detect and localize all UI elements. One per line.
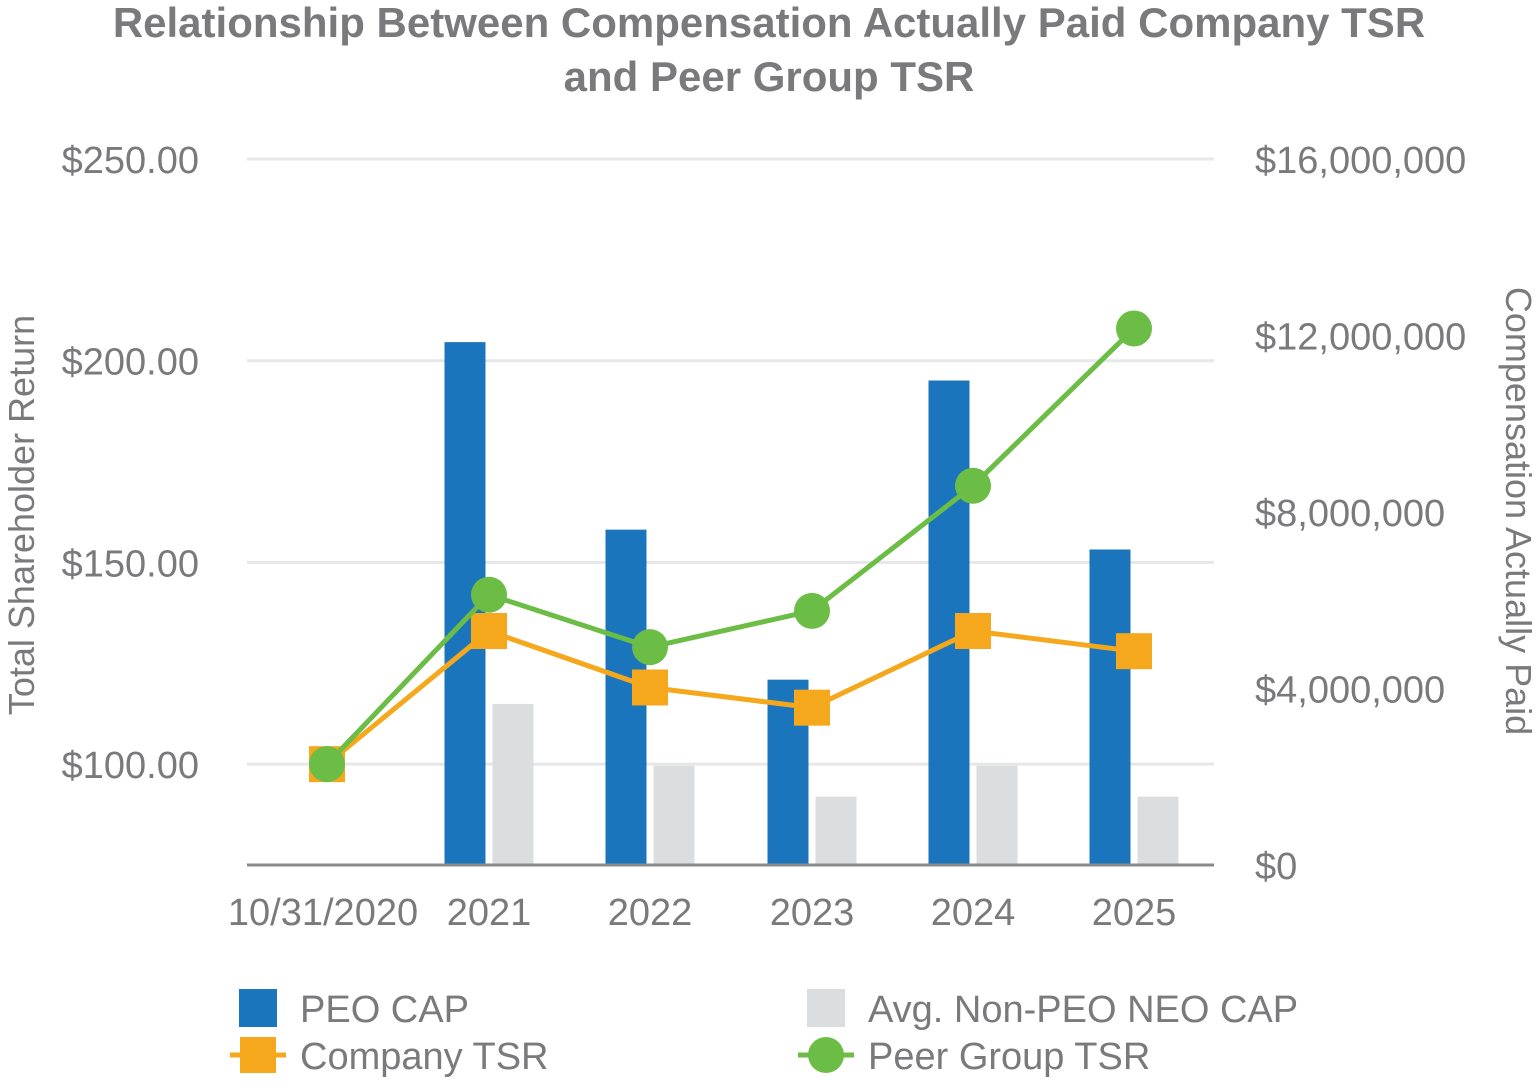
point-peer-group-tsr-10-31-2020 — [309, 746, 345, 783]
right-tick-label: $0 — [1255, 846, 1297, 888]
x-axis: 10/31/2020 2021 2022 2023 2024 2025 — [228, 892, 1176, 934]
series-lines — [309, 310, 1152, 783]
left-axis-label: Total Shareholder Return — [1, 315, 42, 715]
right-tick-label: $16,000,000 — [1255, 140, 1466, 182]
bar-avg-non-peo-neo-cap-2025 — [1137, 796, 1179, 865]
right-tick-label: $12,000,000 — [1255, 317, 1466, 359]
point-peer-group-tsr-2021 — [471, 576, 507, 613]
legend-peer-group-tsr-marker — [808, 1037, 844, 1073]
x-tick-label: 2025 — [1092, 892, 1177, 934]
gridlines — [247, 157, 1214, 766]
left-tick-label: $250.00 — [62, 140, 199, 182]
chart-title-line: Relationship Between Compensation Actual… — [113, 0, 1425, 46]
legend-peer-group-tsr-label: Peer Group TSR — [868, 1036, 1150, 1078]
line-company-tsr — [325, 628, 1135, 767]
point-company-tsr-2024 — [955, 613, 991, 650]
legend-company-tsr-label: Company TSR — [300, 1036, 549, 1078]
x-tick-label: 2022 — [608, 892, 693, 934]
right-tick-label: $8,000,000 — [1255, 493, 1445, 535]
right-axis-label: Compensation Actually Paid — [1498, 287, 1539, 735]
chart-title-line: and Peer Group TSR — [564, 53, 975, 100]
point-peer-group-tsr-2024 — [955, 467, 991, 504]
left-tick-label: $100.00 — [62, 745, 199, 787]
legend-peo-cap-swatch — [239, 989, 277, 1027]
bar-avg-non-peo-neo-cap-2022 — [653, 765, 695, 865]
x-tick-label: 2023 — [770, 892, 855, 934]
legend: PEO CAP Avg. Non-PEO NEO CAP Company TSR Pe… — [230, 989, 1298, 1078]
right-tick-label: $4,000,000 — [1255, 670, 1445, 712]
legend-avg-non-peo-neo-cap-label: Avg. Non-PEO NEO CAP — [868, 989, 1298, 1031]
point-company-tsr-2022 — [632, 669, 668, 706]
bar-avg-non-peo-neo-cap-2024 — [976, 765, 1018, 865]
chart-title: Relationship Between Compensation Actual… — [113, 0, 1425, 100]
x-tick-label: 2021 — [447, 892, 532, 934]
left-tick-label: $200.00 — [62, 342, 199, 384]
legend-avg-non-peo-neo-cap-swatch — [807, 989, 845, 1027]
line-peer-group-tsr — [325, 326, 1136, 766]
point-company-tsr-2021 — [471, 613, 507, 650]
point-peer-group-tsr-2025 — [1116, 310, 1152, 347]
bar-avg-non-peo-neo-cap-2021 — [492, 703, 534, 865]
right-axis: $0 $4,000,000 $8,000,000 $12,000,000 $16,000… — [1255, 140, 1539, 888]
left-axis: $100.00 $150.00 $200.00 $250.00 Total Shareh… — [1, 140, 199, 787]
bars — [444, 342, 1179, 865]
legend-peo-cap-label: PEO CAP — [300, 989, 469, 1031]
x-tick-label: 10/31/2020 — [228, 892, 418, 934]
x-tick-label: 2024 — [931, 892, 1016, 934]
bar-peo-cap-2025 — [1089, 549, 1131, 865]
bar-avg-non-peo-neo-cap-2023 — [815, 796, 857, 865]
point-company-tsr-2025 — [1116, 633, 1152, 670]
point-company-tsr-2023 — [794, 689, 830, 726]
point-peer-group-tsr-2023 — [794, 592, 830, 629]
point-peer-group-tsr-2022 — [632, 629, 668, 666]
legend-company-tsr-marker — [240, 1037, 276, 1073]
left-tick-label: $150.00 — [62, 543, 199, 585]
